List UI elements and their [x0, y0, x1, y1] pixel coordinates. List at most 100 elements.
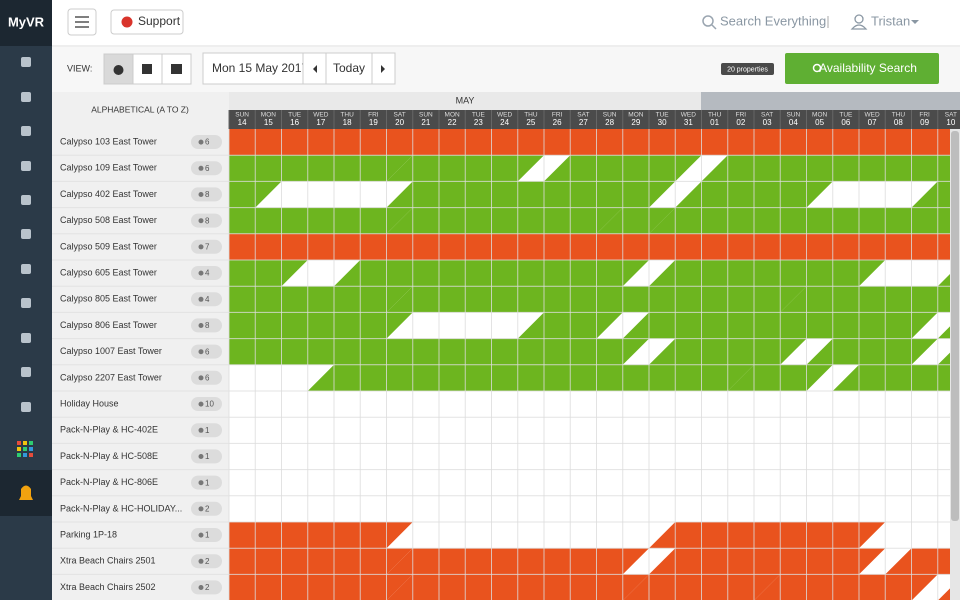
guest-count: 6	[205, 374, 210, 383]
guest-count: 2	[205, 505, 210, 514]
booking[interactable]	[203, 129, 960, 155]
booking[interactable]	[203, 234, 960, 260]
day-label: 03	[763, 118, 772, 127]
apps-icon[interactable]	[17, 441, 21, 445]
nav-icon[interactable]	[21, 402, 31, 412]
day-label: 07	[868, 118, 877, 127]
property-name[interactable]: Xtra Beach Chairs 2501	[60, 556, 156, 566]
guest-count: 10	[205, 400, 214, 409]
property-name[interactable]: Calypso 805 East Tower	[60, 294, 157, 304]
property-name[interactable]: Holiday House	[60, 398, 119, 408]
day-label: 04	[789, 118, 798, 127]
nav-icon[interactable]	[21, 195, 31, 205]
guest-count: 8	[205, 190, 210, 199]
nav-icon[interactable]	[21, 229, 31, 239]
guest-icon	[199, 244, 204, 249]
booking[interactable]	[308, 365, 754, 391]
day-label: 29	[631, 118, 640, 127]
guest-icon	[199, 506, 204, 511]
user-menu[interactable]: Tristan	[871, 13, 910, 28]
property-name[interactable]: Xtra Beach Chairs 2502	[60, 582, 156, 592]
guest-icon	[199, 428, 204, 433]
nav-icon[interactable]	[21, 264, 31, 274]
guest-count: 2	[205, 583, 210, 592]
day-label: 26	[553, 118, 562, 127]
sort-control[interactable]: ALPHABETICAL (A TO Z)	[91, 104, 189, 114]
day-label: 09	[920, 118, 929, 127]
nav-icon[interactable]	[21, 367, 31, 377]
view-icon	[142, 64, 152, 74]
property-name[interactable]: Calypso 508 East Tower	[60, 215, 157, 225]
nav-icon[interactable]	[21, 298, 31, 308]
nav-icon[interactable]	[21, 57, 31, 67]
count-label: 20 properties	[727, 66, 768, 73]
date-value[interactable]: Mon 15 May 2017	[212, 61, 308, 75]
booking[interactable]	[649, 260, 885, 286]
nav-icon[interactable]	[21, 92, 31, 102]
apps-icon[interactable]	[17, 447, 21, 451]
apps-icon[interactable]	[23, 447, 27, 451]
nav-icon[interactable]	[21, 333, 31, 343]
guest-count: 2	[205, 557, 210, 566]
property-name[interactable]: Pack-N-Play & HC-508E	[60, 451, 158, 461]
guest-count: 6	[205, 347, 210, 356]
brand[interactable]: MyVR	[8, 14, 45, 29]
scrollbar-thumb[interactable]	[951, 131, 959, 521]
property-name[interactable]: Calypso 1007 East Tower	[60, 346, 162, 356]
search-input[interactable]: Search Everything	[720, 13, 826, 28]
guest-count: 4	[205, 295, 210, 304]
guest-count: 1	[205, 452, 210, 461]
guest-icon	[199, 559, 204, 564]
property-name[interactable]: Calypso 2207 East Tower	[60, 372, 162, 382]
apps-icon[interactable]	[17, 453, 21, 457]
view-label: VIEW:	[67, 63, 92, 73]
booking[interactable]	[780, 286, 960, 312]
property-name[interactable]: Calypso 806 East Tower	[60, 320, 157, 330]
view-icon	[171, 64, 182, 74]
apps-icon[interactable]	[23, 441, 27, 445]
booking[interactable]	[702, 155, 960, 181]
day-label: 30	[658, 118, 667, 127]
today-label[interactable]: Today	[333, 61, 365, 75]
support-icon	[122, 17, 133, 28]
apps-icon[interactable]	[29, 453, 33, 457]
guest-icon	[199, 166, 204, 171]
property-name[interactable]: Calypso 605 East Tower	[60, 267, 157, 277]
booking[interactable]	[649, 548, 885, 574]
day-label: 25	[526, 118, 535, 127]
booking[interactable]	[649, 522, 885, 548]
booking[interactable]	[387, 208, 623, 234]
day-label: 15	[264, 118, 273, 127]
property-name[interactable]: Calypso 103 East Tower	[60, 136, 157, 146]
property-name[interactable]: Calypso 509 East Tower	[60, 241, 157, 251]
guest-icon	[199, 271, 204, 276]
property-name[interactable]: Calypso 109 East Tower	[60, 163, 157, 173]
apps-icon[interactable]	[29, 441, 33, 445]
property-name[interactable]: Parking 1P-18	[60, 529, 117, 539]
day-label: 23	[474, 118, 483, 127]
guest-count: 1	[205, 478, 210, 487]
guest-icon	[199, 349, 204, 354]
guest-icon	[199, 480, 204, 485]
nav-icon[interactable]	[21, 161, 31, 171]
property-name[interactable]: Calypso 402 East Tower	[60, 189, 157, 199]
booking[interactable]	[649, 208, 960, 234]
guest-icon	[199, 323, 204, 328]
day-label: 14	[238, 118, 247, 127]
property-name[interactable]: Pack-N-Play & HC-806E	[60, 477, 158, 487]
view-icon	[114, 65, 124, 75]
nav-icon[interactable]	[21, 126, 31, 136]
booking[interactable]	[754, 574, 938, 600]
property-name[interactable]: Pack-N-Play & HC-402E	[60, 425, 158, 435]
apps-icon[interactable]	[29, 447, 33, 451]
apps-icon[interactable]	[23, 453, 27, 457]
day-label: 31	[684, 118, 693, 127]
booking[interactable]	[203, 339, 649, 365]
availability-label[interactable]: Availability Search	[819, 61, 917, 75]
booking[interactable]	[387, 181, 676, 207]
day-label: 21	[421, 118, 430, 127]
support-label[interactable]: Support	[138, 14, 181, 28]
guest-icon	[199, 533, 204, 538]
property-name[interactable]: Pack-N-Play & HC-HOLIDAY...	[60, 503, 182, 513]
guest-count: 4	[205, 269, 210, 278]
